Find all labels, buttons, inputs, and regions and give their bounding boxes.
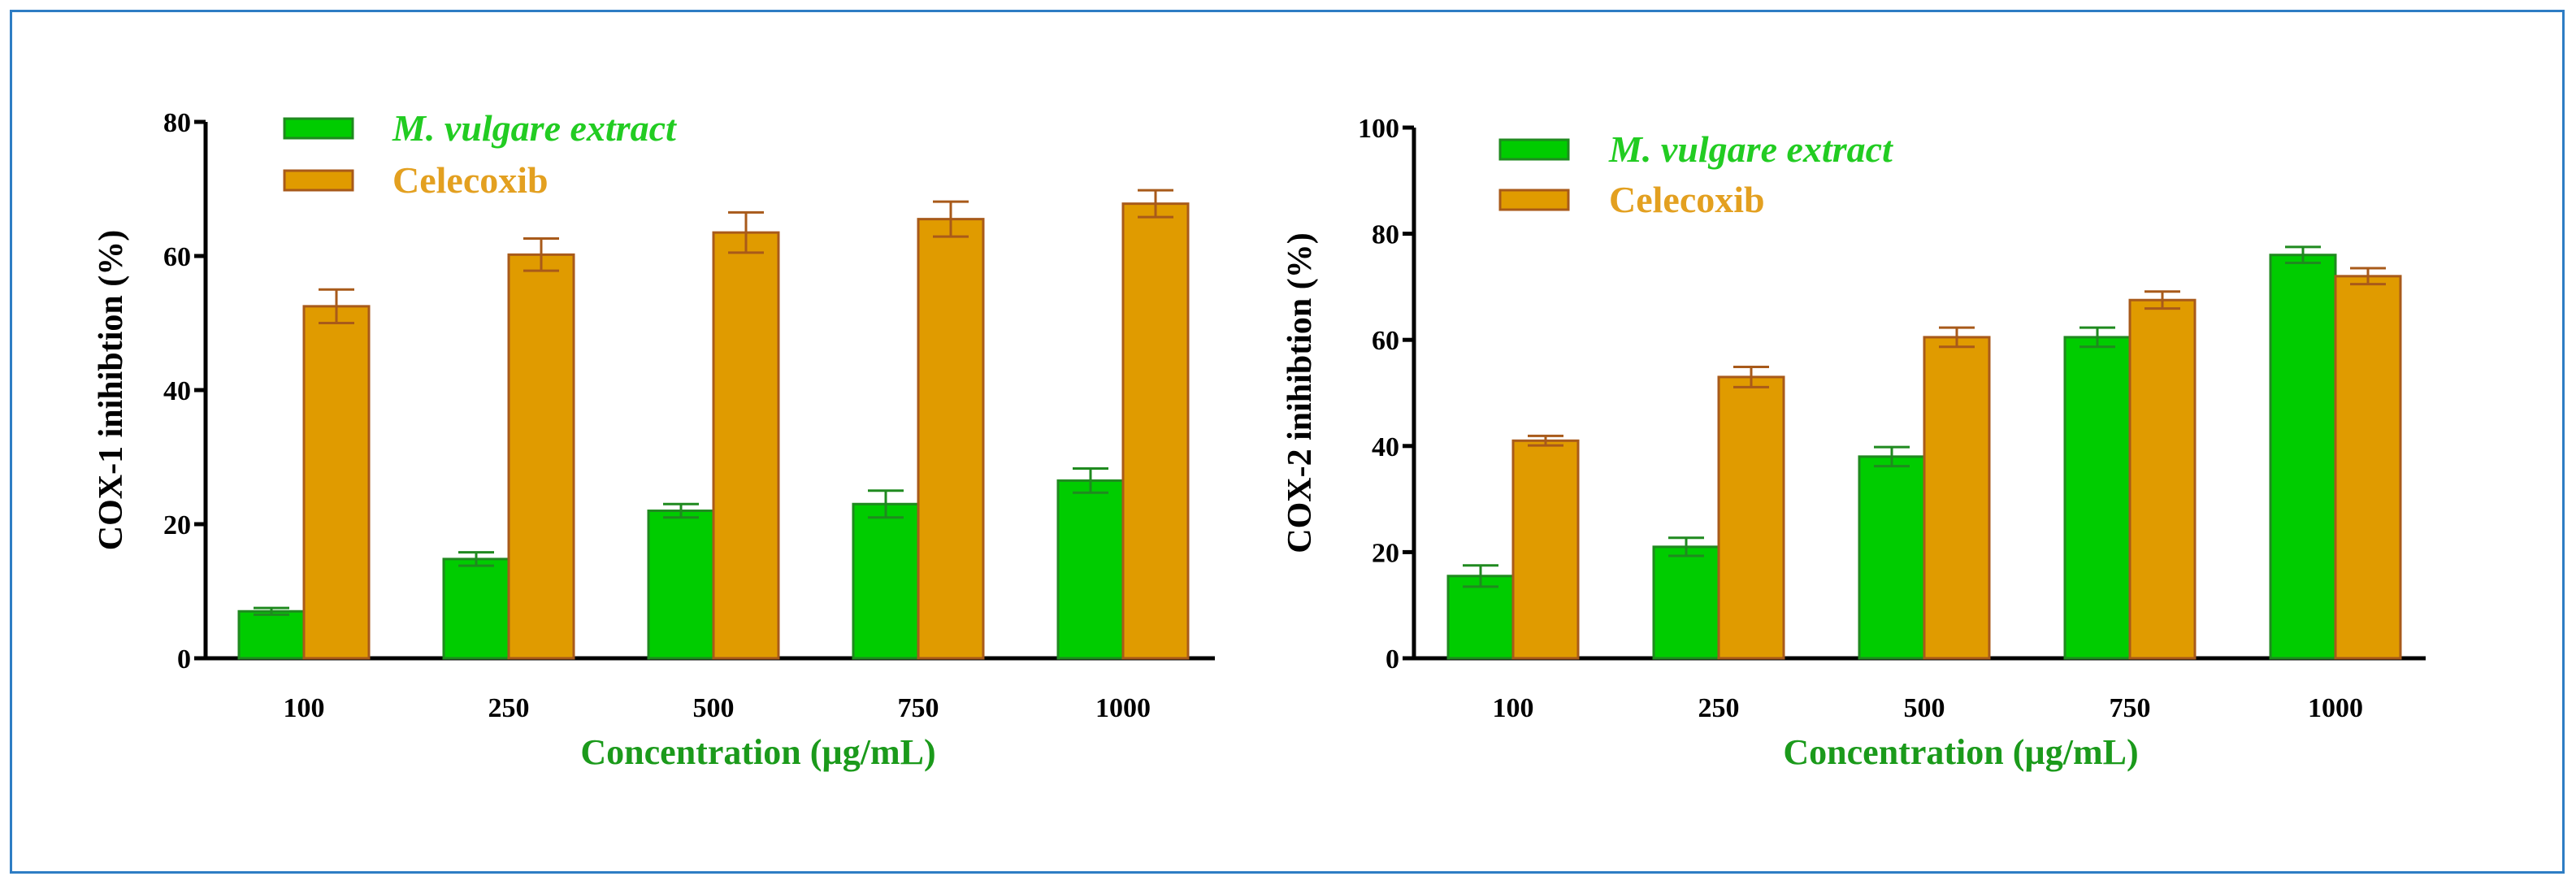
y-tick-label: 0 [1386, 644, 1399, 675]
extract-bar [1652, 545, 1720, 660]
cox2-chart: 0 20 40 60 80 100 COX-2 inihibtion (%) 100 250 50… [1281, 114, 2426, 772]
y-tick-label: 60 [163, 242, 191, 272]
celecoxib-bar [1923, 336, 1991, 660]
x-category-label: 1000 [1095, 693, 1151, 723]
y-tick-label: 20 [1372, 538, 1399, 568]
y-tick-label: 60 [1372, 326, 1399, 356]
y-axis-title: COX-2 inihibtion (%) [1281, 232, 1319, 553]
celecoxib-bar [712, 231, 780, 660]
y-tick-label: 20 [163, 510, 191, 540]
extract-bar [647, 510, 715, 660]
y-tick-label: 100 [1358, 114, 1399, 144]
cox1-chart: 0 20 40 60 80 COX-1 inihibtion (%) 100 250 500 75… [93, 107, 1215, 772]
legend-swatch-celecoxib [1498, 189, 1570, 211]
legend-swatch-extract [1498, 138, 1570, 161]
y-axis-title: COX-1 inihibtion (%) [93, 230, 130, 550]
extract-bar [2063, 336, 2131, 660]
x-category-label: 500 [693, 693, 735, 723]
x-axis-title: Concentration (µg/mL) [1783, 732, 2138, 772]
x-category-label: 750 [2110, 693, 2151, 723]
celecoxib-bar [2128, 298, 2197, 660]
x-category-label: 100 [284, 693, 325, 723]
y-tick-label: 40 [1372, 432, 1399, 462]
x-category-label: 250 [488, 693, 530, 723]
legend-swatch-extract [283, 117, 354, 140]
celecoxib-bar [302, 305, 371, 660]
celecoxib-bar [2334, 275, 2402, 660]
x-category-label: 500 [1904, 693, 1945, 723]
celecoxib-bar [1717, 375, 1785, 660]
extract-bar [2269, 254, 2337, 660]
celecoxib-bar [1121, 202, 1190, 660]
celecoxib-bar [1511, 439, 1580, 660]
extract-bar [852, 502, 920, 660]
legend-label-extract: M. vulgare extract [1608, 128, 1893, 170]
celecoxib-bar [507, 253, 575, 660]
y-tick-label: 0 [177, 644, 191, 675]
x-category-label: 750 [898, 693, 939, 723]
celecoxib-bar [917, 218, 985, 660]
x-category-label: 100 [1493, 693, 1534, 723]
y-tick-label: 80 [163, 108, 191, 138]
extract-bar [1446, 575, 1515, 660]
legend-label-celecoxib: Celecoxib [392, 159, 549, 201]
x-category-label: 1000 [2308, 693, 2363, 723]
extract-bar [442, 557, 510, 660]
x-axis-title: Concentration (µg/mL) [580, 732, 935, 772]
extract-bar [1858, 455, 1926, 660]
x-category-label: 250 [1698, 693, 1740, 723]
legend-label-celecoxib: Celecoxib [1609, 179, 1765, 220]
legend-swatch-celecoxib [283, 169, 354, 192]
extract-bar [237, 610, 306, 660]
y-tick-label: 80 [1372, 220, 1399, 250]
legend-label-extract: M. vulgare extract [392, 107, 677, 149]
y-tick-label: 40 [163, 376, 191, 406]
extract-bar [1056, 479, 1125, 660]
